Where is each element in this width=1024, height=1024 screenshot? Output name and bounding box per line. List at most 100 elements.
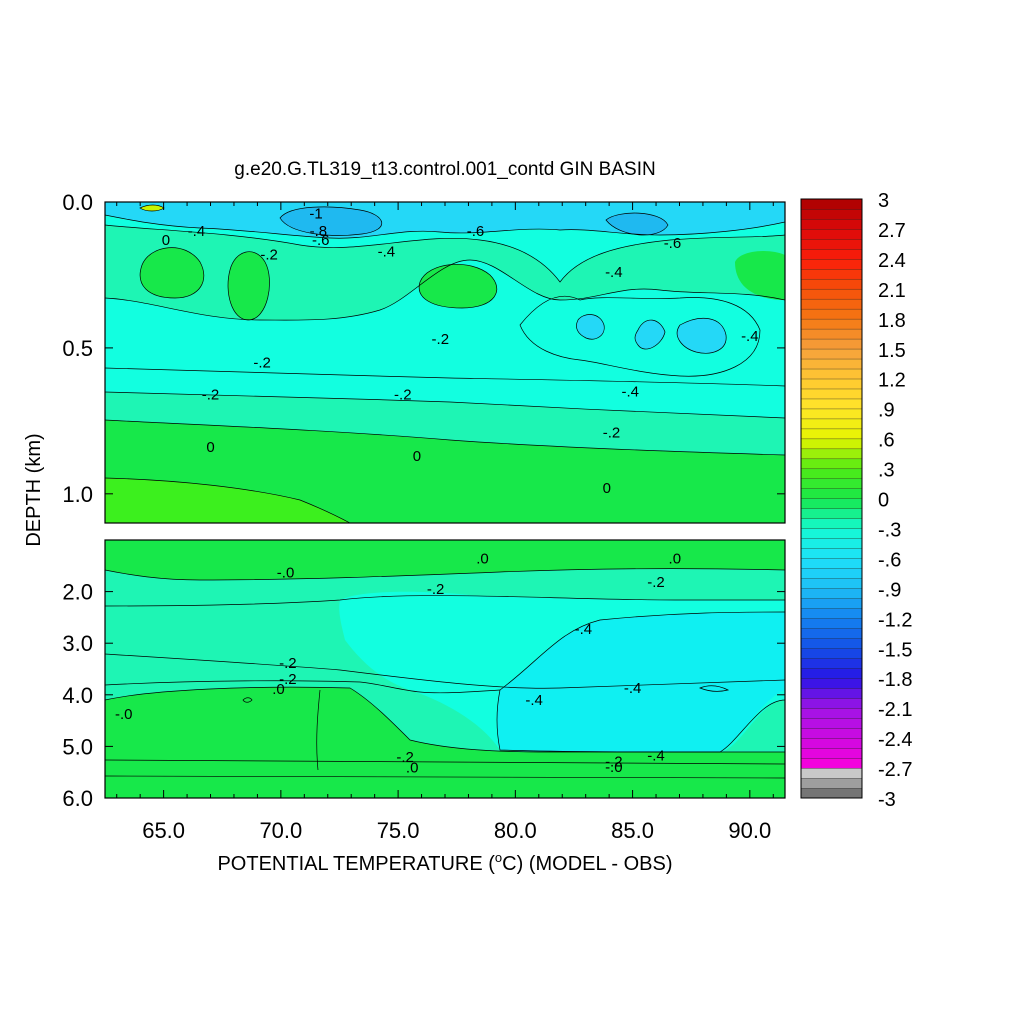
lower-contour-labels: .0.0-.0-.2-.2-.4-.2-.2.0 -.4-.4-.0-.2.0-.… [115,551,681,777]
colorbar-tick-label: .3 [878,460,895,482]
colorbar-tick-label: -2.1 [878,699,912,721]
colorbar-swatch [800,308,863,320]
x-tick-label: 80.0 [494,818,537,843]
colorbar-swatch [800,208,863,220]
y-tick-label: 6.0 [62,786,93,811]
contour-label: .0 [406,760,419,777]
upper-surface-warm-spot [140,205,164,211]
colorbar-swatch [800,298,863,310]
contour-label: -.2 [394,387,412,404]
colorbar-tick-label: -.6 [878,549,901,571]
colorbar-swatch [800,228,863,240]
colorbar-swatch [800,638,863,649]
colorbar-swatch [800,548,863,559]
colorbar-swatch [800,757,863,769]
colorbar-swatch [800,558,863,569]
colorbar-swatch [800,777,863,789]
colorbar-swatch [800,428,863,440]
colorbar-swatch [800,358,863,370]
colorbar-tick-label: -1.5 [878,639,912,661]
colorbar-swatch [800,568,863,579]
colorbar-swatch [800,378,863,390]
colorbar-swatch [800,348,863,360]
y-tick-label: 4.0 [62,683,93,708]
upper-blob-green-d [735,250,785,300]
colorbar-swatch [800,448,863,460]
colorbar-swatch [800,488,863,499]
colorbar-swatch [800,538,863,549]
upper-blob-green-b [228,251,270,320]
contour-label: -.4 [621,384,639,401]
contour-label: -.2 [647,574,665,591]
upper-blob-green-c [419,264,497,308]
colorbar-swatch [800,398,863,410]
colorbar-swatch [800,458,863,470]
colorbar-swatch [800,468,863,480]
colorbar-swatch [800,318,863,330]
colorbar-swatch [800,608,863,619]
colorbar-swatch [800,688,863,699]
colorbar: 3 2.7 2.4 2.1 1.8 1.5 1.2 .9 .6 .3 0 -.3 -.6 -.9 -1.2 -… [800,190,912,811]
colorbar-tick-label: .6 [878,430,895,452]
y-tick-label: 1.0 [62,482,93,507]
y-tick-label: 5.0 [62,734,93,759]
x-tick-label: 75.0 [377,818,420,843]
colorbar-swatch [800,248,863,260]
colorbar-frame [800,198,863,799]
colorbar-tick-label: -1.8 [878,669,912,691]
colorbar-tick-label: .9 [878,400,895,422]
contour-label: -.4 [647,748,665,765]
colorbar-swatch [800,498,863,509]
colorbar-tick-label: 1.5 [878,340,906,362]
upper-contour-lines [105,204,785,523]
colorbar-tick-label: 2.1 [878,280,906,302]
contour-label: 0 [162,232,170,249]
upper-field-shallow-neutral [105,225,785,321]
colorbar-swatch [800,478,863,489]
upper-panel: -.40-1-.8-.6-.2 -.4-.6-.6-.4-.4-.2-.2-.2-… [62,190,786,524]
colorbar-swatch [800,648,863,659]
colorbar-tick-label: -.3 [878,519,901,541]
colorbar-swatch [800,408,863,420]
contour-label: 0 [206,439,214,456]
colorbar-swatch [800,737,863,749]
contour-label: -.2 [432,331,450,348]
y-tick-label: 2.0 [62,580,93,605]
contour-label: -.2 [202,387,220,404]
colorbar-swatch [800,697,863,709]
colorbar-swatch [800,707,863,719]
colorbar-swatch [800,528,863,539]
colorbar-swatch [800,508,863,519]
colorbar-swatch [800,218,863,230]
lower-field-green-bottom [105,687,785,798]
lower-field-cyan-deep [497,612,785,752]
colorbar-swatch [800,588,863,599]
contour-label: -.4 [741,328,759,345]
colorbar-swatch [800,518,863,529]
y-tick-label: 3.0 [62,631,93,656]
upper-contour-labels: -.40-1-.8-.6-.2 -.4-.6-.6-.4-.4-.2-.2-.2-… [162,206,759,497]
colorbar-tick-label: -2.4 [878,729,912,751]
x-axis: 65.0 70.0 75.0 80.0 85.0 90.0 [116,202,774,843]
colorbar-swatch [800,598,863,609]
colorbar-swatch [800,278,863,290]
contour-label: -.0 [115,706,133,723]
contour-label: -.4 [378,244,396,261]
colorbar-tick-label: 2.7 [878,220,906,242]
colorbar-tick-label: 0 [878,490,889,512]
chart-title: g.e20.G.TL319_t13.control.001_contd GIN … [234,159,655,180]
contour-label: .0 [272,681,285,698]
colorbar-swatch [800,668,863,679]
colorbar-swatch [800,198,863,210]
y-tick-label: 0.0 [62,190,93,215]
contour-label: -.2 [396,749,414,766]
x-axis-title: POTENTIAL TEMPERATURE (oC) (MODEL - OBS) [217,850,672,875]
contour-label: .0 [669,551,682,568]
colorbar-tick-label: -3 [878,789,896,811]
contour-label: -.4 [605,264,623,281]
colorbar-swatch [800,658,863,669]
colorbar-tick-label: 1.8 [878,310,906,332]
x-tick-label: 70.0 [259,818,302,843]
upper-mid-blue-c [677,318,727,354]
x-tick-label: 90.0 [728,818,771,843]
